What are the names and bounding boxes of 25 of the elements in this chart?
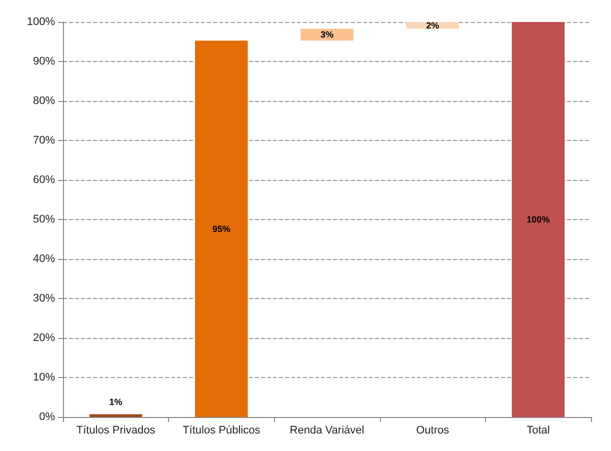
data-label: 95% [212, 224, 230, 234]
y-tick-label: 0% [39, 411, 56, 423]
y-tick-label: 60% [32, 174, 56, 186]
data-label: 1% [109, 397, 122, 408]
y-tick-label: 50% [32, 214, 56, 226]
x-tick-label: Títulos Públicos [182, 424, 261, 436]
bar [89, 414, 142, 417]
y-tick-label: 10% [32, 372, 56, 384]
x-tick-label: Renda Variável [290, 424, 364, 436]
data-label: 2% [426, 20, 440, 30]
y-tick-label: 100% [26, 16, 56, 28]
y-tick-label: 80% [32, 95, 56, 107]
bar [195, 40, 248, 417]
data-label: 100% [526, 214, 550, 224]
x-tick-label: Títulos Privados [76, 424, 156, 436]
y-tick-label: 20% [32, 332, 56, 344]
x-tick-label: Total [526, 424, 550, 436]
x-tick-label: Outros [416, 424, 450, 436]
y-tick-label: 30% [32, 292, 56, 304]
bar [512, 22, 565, 417]
bar [300, 28, 354, 41]
y-tick-label: 40% [32, 253, 56, 265]
y-tick-label: 90% [32, 56, 56, 68]
data-label: 3% [320, 30, 334, 40]
y-tick-label: 70% [32, 134, 56, 146]
